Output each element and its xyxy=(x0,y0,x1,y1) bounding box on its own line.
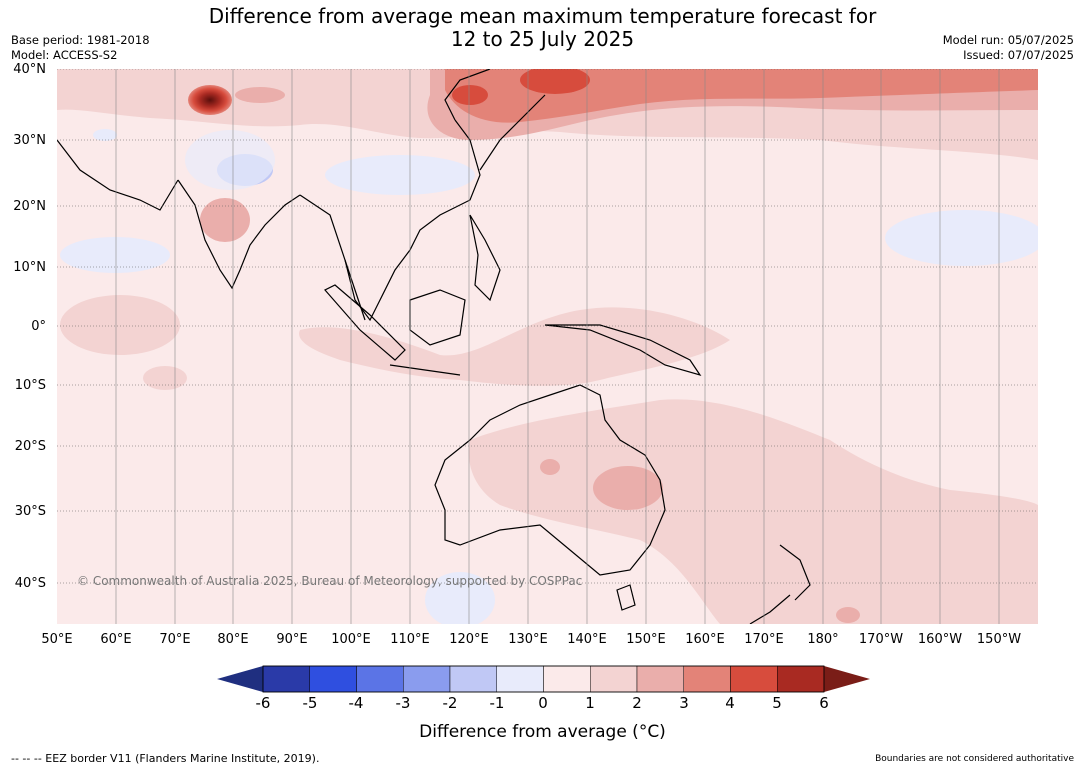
map-field xyxy=(57,69,1038,624)
lon-label-110e: 110°E xyxy=(390,632,430,647)
colorbar-under-triangle xyxy=(217,666,263,692)
title-line-1: Difference from average mean maximum tem… xyxy=(208,4,877,28)
coastlines xyxy=(57,69,811,624)
meta-left: Base period: 1981-2018 Model: ACCESS-S2 xyxy=(11,33,150,63)
lat-label-30s: 30°S xyxy=(14,504,46,519)
colorbar-tick: 2 xyxy=(632,694,642,712)
lat-label-40n: 40°N xyxy=(13,62,46,77)
colorbar-over-triangle xyxy=(824,666,870,692)
lat-label-30n: 30°N xyxy=(13,133,46,148)
colorbar-tick: 0 xyxy=(538,694,548,712)
colorbar-tick: -1 xyxy=(489,694,505,712)
lon-label-70e: 70°E xyxy=(159,632,191,647)
colorbar-cell xyxy=(590,665,638,693)
colorbar-title: Difference from average (°C) xyxy=(0,722,1085,742)
lon-label-170w: 170°W xyxy=(858,632,904,647)
colorbar-cell xyxy=(636,665,684,693)
colorbar-label: Difference from average ( xyxy=(419,722,639,742)
boundary-note: Boundaries are not considered authoritat… xyxy=(875,754,1074,764)
lat-label-10n: 10°N xyxy=(13,260,46,275)
lon-label-180: 180° xyxy=(807,632,839,647)
title-line-2: 12 to 25 July 2025 xyxy=(450,27,635,51)
lon-label-160w: 160°W xyxy=(917,632,963,647)
colorbar-cell xyxy=(683,665,731,693)
lon-label-90e: 90°E xyxy=(276,632,308,647)
colorbar-outline xyxy=(262,665,825,693)
map-title: Difference from average mean maximum tem… xyxy=(0,5,1085,51)
lat-label-40s: 40°S xyxy=(14,576,46,591)
meridians xyxy=(115,69,1000,624)
colorbar-tick: -2 xyxy=(442,694,458,712)
colorbar-cell xyxy=(403,665,451,693)
model-name: Model: ACCESS-S2 xyxy=(11,48,118,62)
lon-label-170e: 170°E xyxy=(744,632,784,647)
colorbar-tick: 6 xyxy=(819,694,829,712)
issued-date: Issued: 07/07/2025 xyxy=(963,48,1074,62)
lon-label-80e: 80°E xyxy=(217,632,249,647)
colorbar-cell xyxy=(449,665,497,693)
colorbar-tick: 5 xyxy=(772,694,782,712)
colorbar-tick: 1 xyxy=(585,694,595,712)
model-run: Model run: 05/07/2025 xyxy=(942,33,1074,47)
lon-label-100e: 100°E xyxy=(331,632,371,647)
colorbar-cell xyxy=(777,665,825,693)
lat-label-10s: 10°S xyxy=(14,378,46,393)
colorbar-tick: -4 xyxy=(348,694,364,712)
base-period: Base period: 1981-2018 xyxy=(11,33,150,47)
colorbar-cell xyxy=(730,665,778,693)
colorbar-cells xyxy=(262,665,825,693)
lat-label-20s: 20°S xyxy=(14,439,46,454)
colorbar-tick: -6 xyxy=(255,694,271,712)
lon-label-150e: 150°E xyxy=(626,632,666,647)
colorbar-cell xyxy=(543,665,591,693)
colorbar-tick: -5 xyxy=(302,694,318,712)
colorbar-cell xyxy=(309,665,357,693)
lon-label-160e: 160°E xyxy=(685,632,725,647)
colorbar-tick: -3 xyxy=(395,694,411,712)
colorbar-cell xyxy=(496,665,544,693)
colorbar-cell xyxy=(262,665,310,693)
eez-note: -- -- -- EEZ border V11 (Flanders Marine… xyxy=(11,752,320,765)
lon-label-130e: 130°E xyxy=(508,632,548,647)
meta-right: Model run: 05/07/2025 Issued: 07/07/2025 xyxy=(943,33,1074,63)
colorbar-unit: °C) xyxy=(638,722,666,742)
lon-label-120e: 120°E xyxy=(449,632,489,647)
lon-label-140e: 140°E xyxy=(567,632,607,647)
colorbar-tick: 4 xyxy=(725,694,735,712)
lat-label-20n: 20°N xyxy=(13,199,46,214)
colorbar-tick: 3 xyxy=(679,694,689,712)
lon-label-150w: 150°W xyxy=(976,632,1022,647)
colorbar-cell xyxy=(356,665,404,693)
lon-label-60e: 60°E xyxy=(100,632,132,647)
copyright-notice: © Commonwealth of Australia 2025, Bureau… xyxy=(77,574,583,588)
lat-label-0: 0° xyxy=(31,319,46,334)
colorbar xyxy=(217,665,870,693)
lon-label-50e: 50°E xyxy=(41,632,73,647)
